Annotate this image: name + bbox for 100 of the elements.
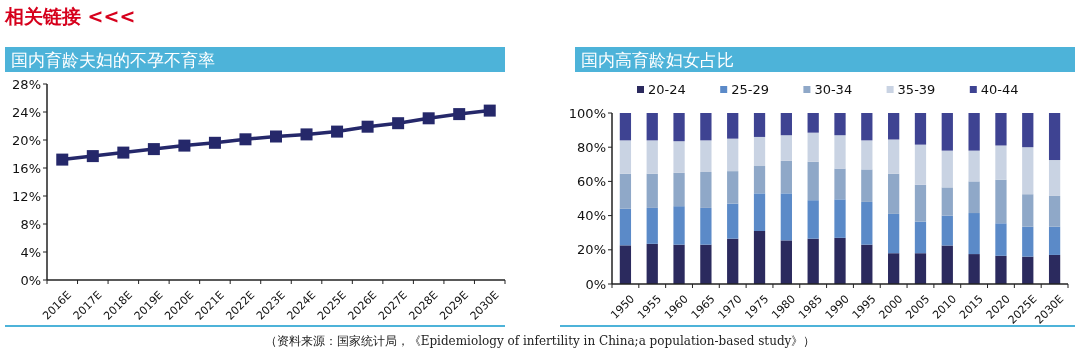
- legend-label: 40-44: [980, 82, 1019, 97]
- bar: [834, 135, 846, 169]
- bar: [888, 213, 900, 254]
- point: [483, 104, 496, 117]
- point: [56, 153, 69, 166]
- text: （资料来源：国家统计局，《Epidemiology of infertility in China;a population-based study》）: [264, 334, 816, 348]
- y-tick-label: 20%: [577, 242, 606, 258]
- bar: [673, 113, 685, 142]
- bar: [619, 113, 632, 141]
- bar: [861, 113, 873, 141]
- bar: [753, 136, 766, 167]
- legend-label: 25-29: [731, 82, 769, 97]
- y-tick-label: 40%: [577, 208, 606, 224]
- bar: [888, 113, 900, 140]
- bar: [673, 172, 685, 207]
- bar: [673, 141, 685, 173]
- bar: [888, 173, 900, 214]
- bar: [1022, 194, 1034, 227]
- bar: [646, 173, 658, 208]
- bar: [968, 113, 980, 151]
- y-tick-label: 4%: [20, 244, 41, 260]
- bar: [673, 206, 685, 245]
- bar: [941, 215, 953, 246]
- bar: [646, 140, 658, 174]
- bar: [968, 150, 980, 182]
- bar: [1048, 195, 1061, 227]
- y-tick-label: 0%: [20, 272, 41, 288]
- bar: [1048, 160, 1061, 196]
- bar: [941, 113, 953, 151]
- bar: [834, 168, 846, 200]
- bar: [968, 254, 980, 284]
- bar: [914, 253, 927, 284]
- bar: [888, 139, 900, 174]
- bar: [914, 221, 927, 254]
- y-tick-label: 100%: [568, 105, 606, 121]
- bar: [807, 132, 819, 162]
- bar: [995, 255, 1007, 284]
- bar: [619, 173, 632, 209]
- point: [331, 125, 344, 138]
- bar: [807, 161, 819, 201]
- y-tick-label: 20%: [12, 132, 41, 148]
- bar: [941, 187, 953, 216]
- bar: [780, 240, 792, 284]
- bar: [968, 181, 980, 214]
- bar: [646, 113, 658, 141]
- bar: [914, 184, 927, 222]
- point: [86, 150, 99, 163]
- bar: [780, 193, 792, 241]
- point: [147, 143, 160, 156]
- bar: [995, 223, 1007, 256]
- point: [422, 112, 435, 125]
- y-tick-label: 28%: [12, 76, 41, 92]
- bar: [1022, 147, 1034, 195]
- bar: [753, 166, 766, 194]
- bar: [861, 201, 873, 245]
- bar: [673, 244, 685, 284]
- y-tick-label: 16%: [12, 160, 41, 176]
- bar: [914, 144, 927, 185]
- bar: [780, 160, 792, 194]
- bar: [700, 140, 712, 172]
- bar: [995, 113, 1007, 146]
- bar: [834, 199, 846, 238]
- point: [453, 108, 466, 121]
- bar: [619, 208, 632, 246]
- bar: [700, 113, 712, 141]
- bar: [941, 150, 953, 188]
- bar: [1022, 226, 1034, 257]
- y-tick-label: 80%: [577, 139, 606, 155]
- bar: [727, 238, 739, 284]
- bar: [753, 113, 766, 137]
- bar: [700, 207, 712, 245]
- bar: [807, 200, 819, 239]
- point: [300, 128, 313, 141]
- y-tick-label: 0%: [585, 276, 606, 292]
- bar: [700, 172, 712, 208]
- bar: [1022, 113, 1034, 148]
- bar: [727, 171, 739, 204]
- chart-title: 国内高育龄妇女占比: [581, 50, 734, 70]
- bar: [995, 145, 1007, 180]
- bar: [646, 243, 658, 284]
- point: [239, 133, 252, 146]
- bar: [619, 245, 632, 284]
- bar: [1048, 113, 1061, 161]
- bar: [727, 203, 739, 239]
- bar: [941, 245, 953, 284]
- y-tick-label: 12%: [12, 188, 41, 204]
- y-tick-label: 8%: [20, 216, 41, 232]
- bar: [995, 179, 1007, 224]
- point: [208, 136, 221, 149]
- bar: [861, 244, 873, 284]
- text: 相关链接 <<<: [4, 5, 136, 27]
- bar: [780, 113, 792, 136]
- legend-label: 35-39: [897, 82, 936, 97]
- point: [117, 146, 130, 159]
- bar: [1022, 256, 1034, 284]
- point: [178, 139, 191, 152]
- bar: [727, 113, 739, 139]
- point: [361, 120, 374, 133]
- bar: [834, 113, 846, 136]
- legend-label: 30-34: [814, 82, 853, 97]
